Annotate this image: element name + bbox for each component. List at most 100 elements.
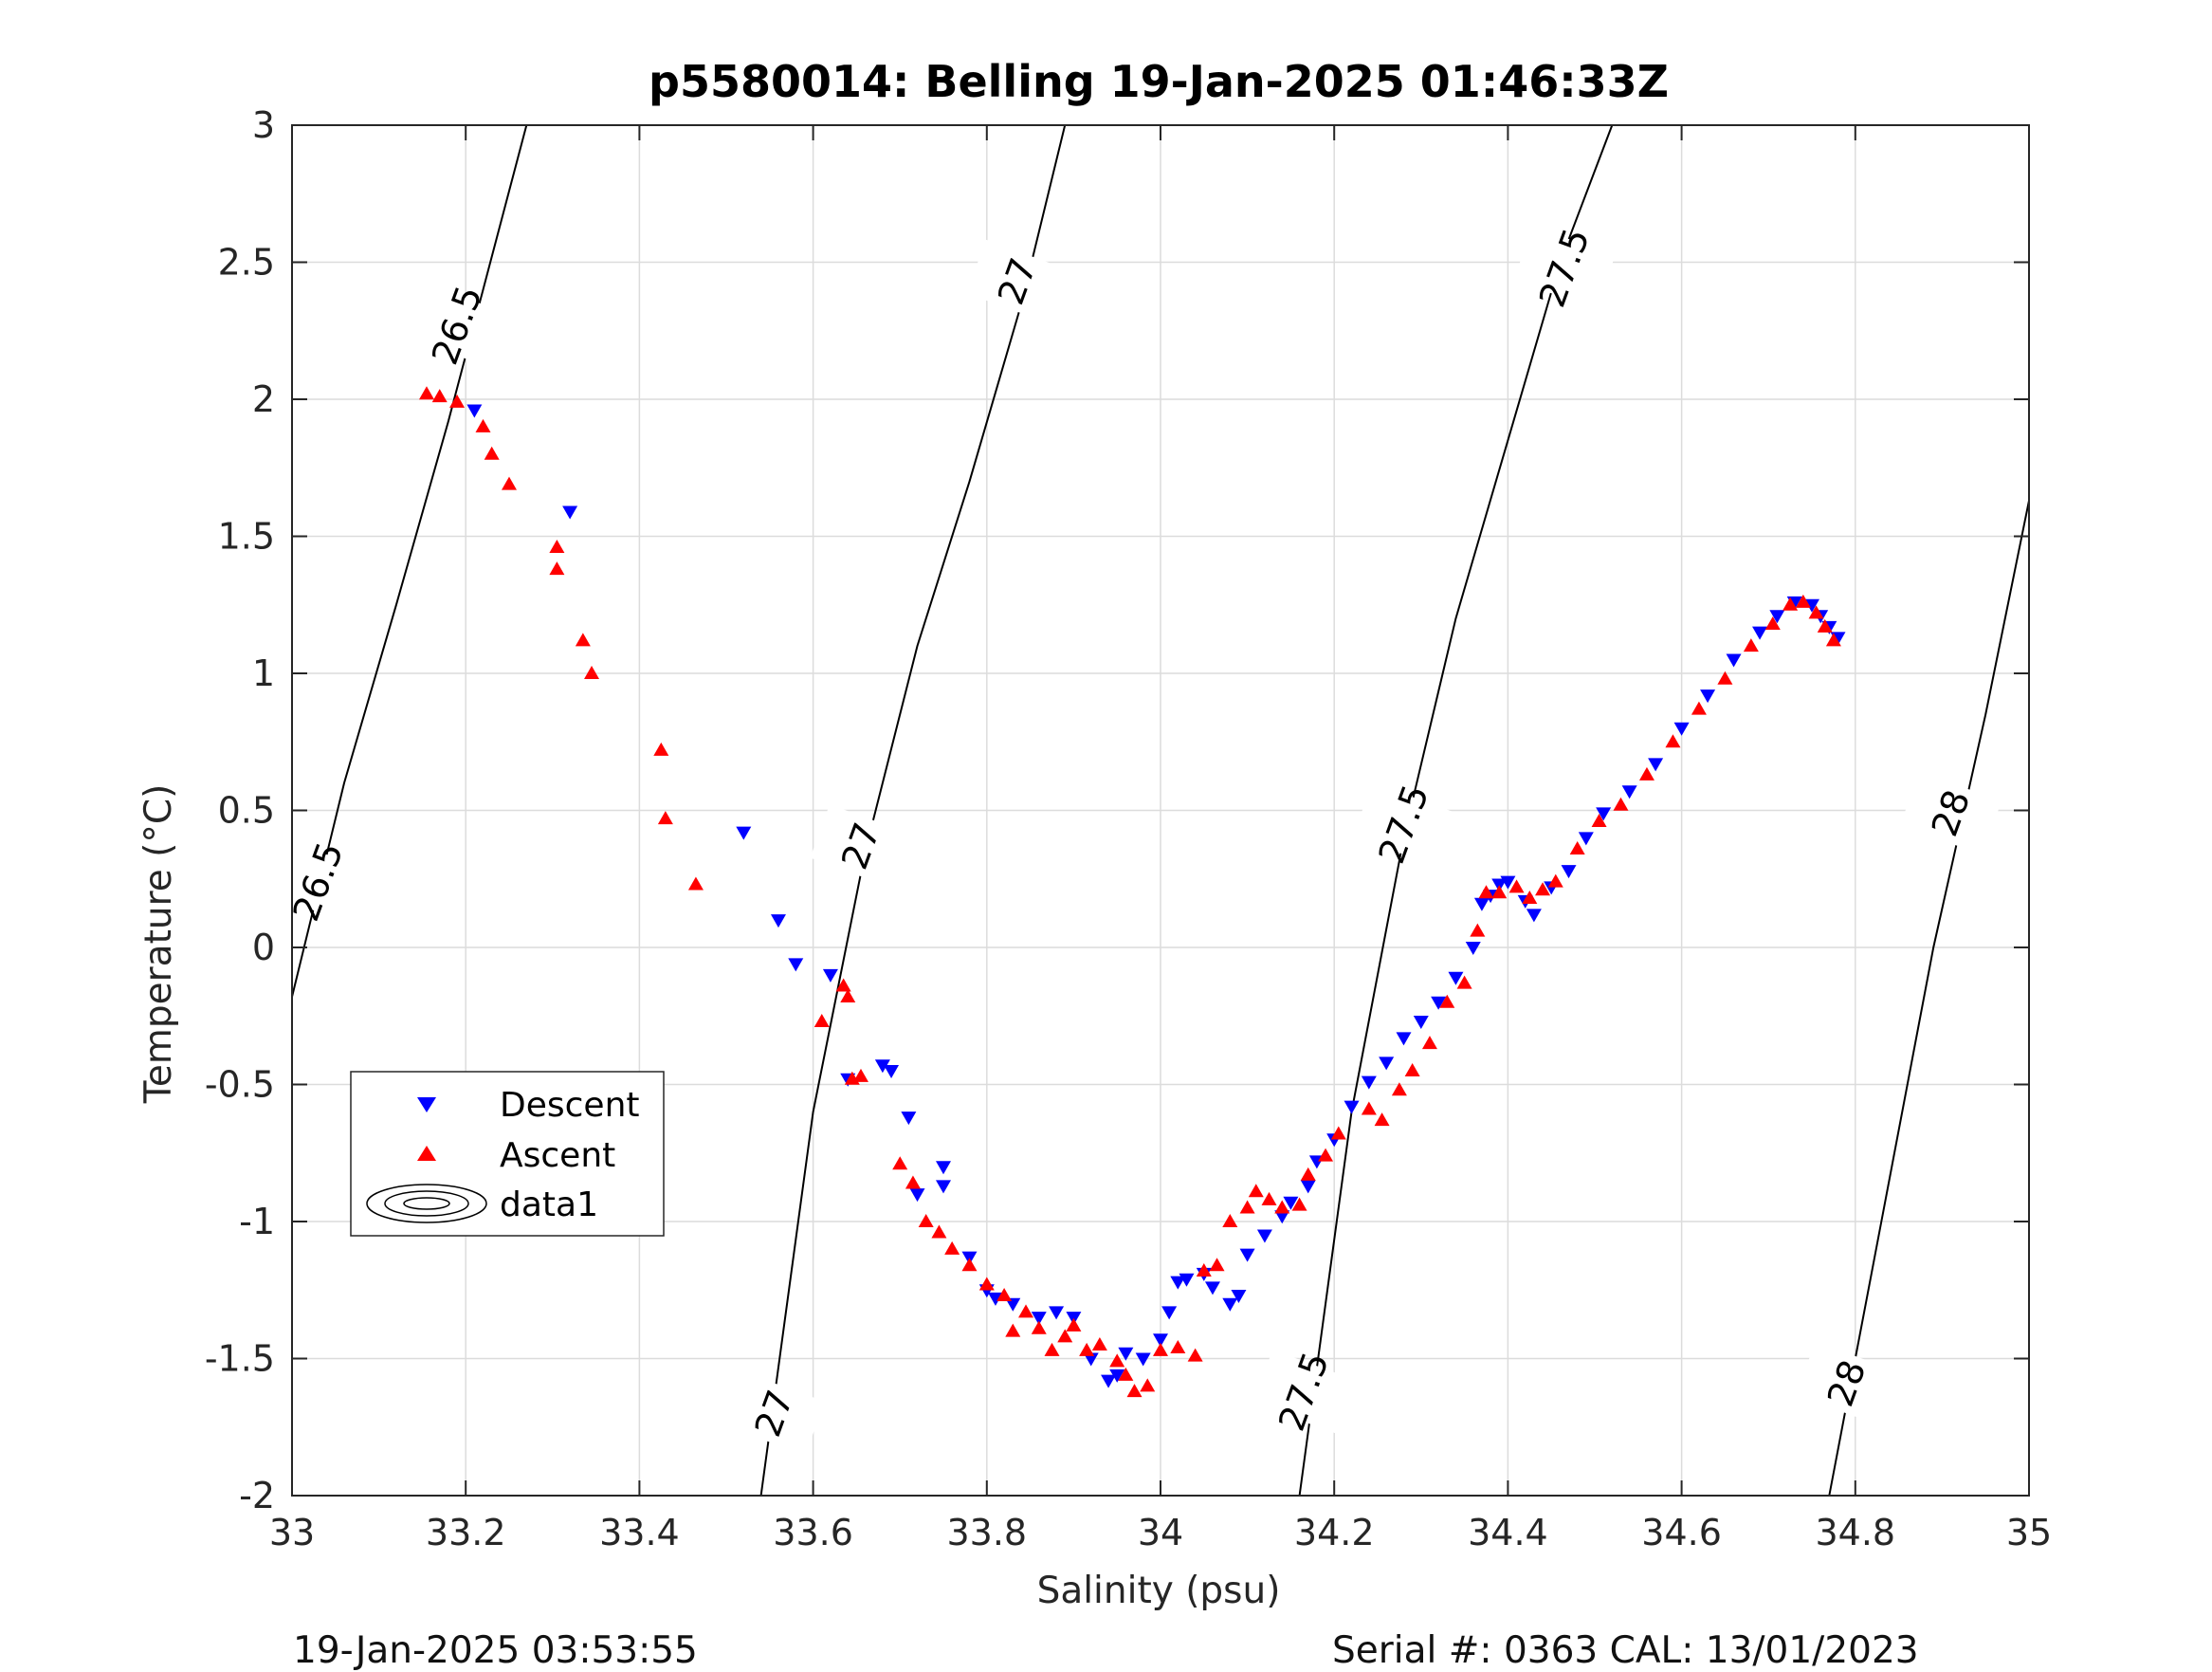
descent-point bbox=[822, 968, 838, 983]
ascent-point bbox=[1456, 975, 1472, 989]
ascent-point bbox=[1825, 633, 1841, 647]
y-axis-label: Temperature (°C) bbox=[137, 784, 180, 1105]
ascent-point bbox=[1535, 882, 1551, 896]
ascent-point bbox=[653, 742, 669, 756]
ascent-point bbox=[1421, 1036, 1437, 1050]
ascent-point bbox=[944, 1240, 960, 1255]
data-points bbox=[418, 386, 1846, 1398]
ascent-point bbox=[549, 540, 565, 554]
isopycnal-label-bg bbox=[1352, 782, 1454, 866]
ascent-point bbox=[1300, 1167, 1316, 1181]
ascent-point bbox=[814, 1014, 830, 1028]
ascent-point bbox=[584, 666, 600, 679]
descent-point bbox=[1673, 722, 1690, 736]
ascent-point bbox=[840, 989, 856, 1003]
descent-point bbox=[466, 404, 483, 418]
x-tick-label: 33 bbox=[269, 1512, 315, 1553]
descent-point bbox=[1752, 626, 1768, 640]
ascent-point bbox=[657, 811, 673, 825]
y-tick-label: -1 bbox=[239, 1201, 275, 1242]
ascent-point bbox=[1079, 1342, 1095, 1356]
ascent-point bbox=[1196, 1263, 1212, 1277]
ascent-point bbox=[1091, 1337, 1107, 1351]
ascent-point bbox=[1439, 994, 1455, 1008]
x-tick-label: 33.2 bbox=[426, 1512, 506, 1553]
descent-point bbox=[1448, 971, 1464, 985]
isopycnal-label-bg bbox=[1796, 1341, 1898, 1425]
ascent-point bbox=[1665, 734, 1681, 748]
ascent-point bbox=[1547, 873, 1563, 888]
descent-point bbox=[1118, 1347, 1134, 1361]
descent-point bbox=[1161, 1306, 1178, 1320]
descent-point bbox=[1204, 1281, 1220, 1295]
descent-point bbox=[1256, 1229, 1272, 1243]
ascent-point bbox=[549, 561, 565, 576]
isopycnal-label-bg bbox=[722, 1371, 825, 1456]
legend-contour-label: data1 bbox=[500, 1185, 598, 1224]
ascent-point bbox=[1569, 840, 1585, 854]
ascent-point bbox=[1404, 1063, 1420, 1077]
descent-point bbox=[1153, 1333, 1168, 1348]
ascent-point bbox=[918, 1214, 934, 1227]
ascent-point bbox=[1109, 1353, 1125, 1368]
x-tick-label: 34.6 bbox=[1641, 1512, 1722, 1553]
ascent-point bbox=[1126, 1384, 1143, 1398]
legend-ascent-label: Ascent bbox=[500, 1136, 615, 1175]
isopycnal-label-bg bbox=[1513, 226, 1616, 310]
legend-descent-label: Descent bbox=[500, 1086, 640, 1125]
descent-point bbox=[1283, 1196, 1299, 1210]
descent-point bbox=[1700, 689, 1716, 704]
descent-point bbox=[909, 1188, 925, 1203]
descent-point bbox=[1179, 1273, 1195, 1287]
ascent-point bbox=[1478, 885, 1494, 899]
ascent-point bbox=[1330, 1126, 1346, 1140]
descent-point bbox=[1135, 1352, 1151, 1367]
ascent-point bbox=[575, 633, 591, 647]
descent-point bbox=[936, 1161, 951, 1175]
ascent-point bbox=[1222, 1214, 1238, 1227]
ascent-point bbox=[1261, 1191, 1277, 1205]
isopycnal-line bbox=[1828, 500, 2030, 1497]
descent-point bbox=[1465, 942, 1481, 955]
legend-box bbox=[350, 1071, 665, 1237]
ascent-point bbox=[1508, 879, 1525, 893]
ascent-point bbox=[687, 876, 704, 891]
legend: Descent Ascent data1 bbox=[350, 1071, 665, 1237]
descent-point bbox=[1005, 1297, 1021, 1312]
ascent-point bbox=[1118, 1367, 1134, 1381]
axis-ticks: 33 33.2 33.4 33.6 33.8 34 34.2 34.4 34.6 34.8 35 -2… bbox=[205, 104, 2052, 1553]
descent-point bbox=[1596, 807, 1612, 821]
descent-point bbox=[1578, 832, 1594, 846]
ascent-point bbox=[905, 1175, 921, 1189]
ascent-point bbox=[1248, 1184, 1264, 1198]
ascent-point bbox=[1638, 766, 1654, 781]
descent-point bbox=[1361, 1075, 1377, 1090]
descent-point bbox=[1526, 909, 1542, 923]
ascent-point bbox=[1153, 1342, 1168, 1356]
ascent-point bbox=[1808, 605, 1824, 619]
y-tick-label: 3 bbox=[252, 104, 275, 146]
legend-descent-marker bbox=[417, 1097, 436, 1112]
descent-point bbox=[936, 1180, 951, 1194]
isopycnal-label-bg bbox=[1252, 1350, 1355, 1434]
ascent-point bbox=[1491, 885, 1508, 899]
y-tick-label: -0.5 bbox=[205, 1064, 275, 1106]
ascent-point bbox=[1817, 618, 1833, 633]
descent-point bbox=[1274, 1210, 1290, 1224]
chart-title: p5580014: Belling 19-Jan-2025 01:46:33Z bbox=[649, 56, 1669, 107]
ascent-point bbox=[1374, 1112, 1390, 1127]
ascent-point bbox=[1057, 1329, 1073, 1343]
descent-point bbox=[1473, 897, 1490, 911]
ascent-point bbox=[1239, 1200, 1255, 1214]
isopycnal-label-bg bbox=[406, 284, 508, 367]
descent-point bbox=[1344, 1100, 1360, 1114]
ascent-point bbox=[1209, 1258, 1225, 1272]
ascent-point bbox=[1391, 1082, 1407, 1096]
y-tick-label: -1.5 bbox=[205, 1338, 275, 1380]
descent-point bbox=[901, 1112, 917, 1126]
x-tick-label: 33.6 bbox=[773, 1512, 853, 1553]
footer-timestamp: 19-Jan-2025 03:53:55 bbox=[293, 1629, 698, 1672]
descent-point bbox=[1083, 1352, 1099, 1367]
ascent-point bbox=[1291, 1197, 1307, 1211]
